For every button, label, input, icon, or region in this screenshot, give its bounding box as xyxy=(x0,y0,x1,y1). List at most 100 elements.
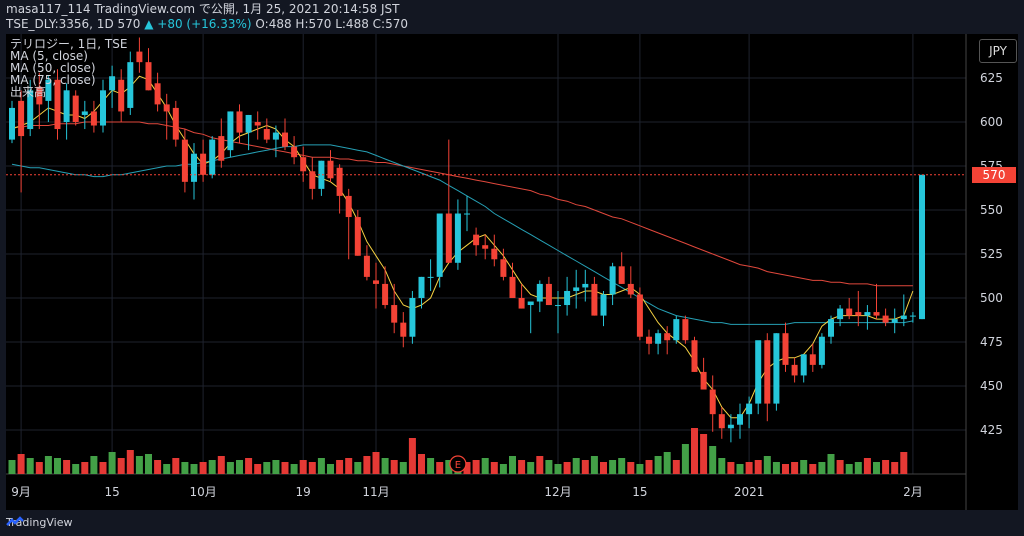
candle-body xyxy=(172,107,179,140)
volume-bar xyxy=(108,452,116,474)
volume-bar xyxy=(427,458,435,474)
volume-bar xyxy=(754,460,762,474)
candle-body xyxy=(919,174,925,320)
volume-bar xyxy=(763,456,771,474)
candle-body xyxy=(445,213,452,263)
volume-bar xyxy=(263,462,271,474)
price-chart[interactable]: 4254504755005255505756006259月1510月1911月1… xyxy=(6,34,1018,510)
volume-bar xyxy=(472,460,480,474)
volume-bar xyxy=(836,460,844,474)
volume-bar xyxy=(63,460,71,474)
volume-bar xyxy=(90,456,98,474)
candle-body xyxy=(518,298,525,309)
y-tick-label: 425 xyxy=(980,423,1003,437)
tradingview-brand[interactable]: TradingView xyxy=(6,516,72,529)
price-change: ▲ +80 (+16.33%) xyxy=(144,17,252,31)
candle-body xyxy=(81,111,88,115)
candle-body xyxy=(491,248,498,260)
candle-body xyxy=(764,340,771,404)
volume-bar xyxy=(199,462,207,474)
y-tick-label: 550 xyxy=(980,203,1003,217)
candle-body xyxy=(272,132,279,140)
candle-body xyxy=(818,336,825,365)
volume-bar xyxy=(700,434,708,474)
symbol-label: TSE_DLY:3356, 1D 570 xyxy=(6,17,141,31)
candle-body xyxy=(72,95,79,122)
volume-bar xyxy=(226,462,234,474)
candle-body xyxy=(582,283,589,288)
volume-bar xyxy=(436,462,444,474)
volume-bar xyxy=(308,462,316,474)
volume-bar xyxy=(363,456,371,474)
candle-body xyxy=(564,290,571,306)
volume-bar xyxy=(445,460,453,474)
candle-body xyxy=(837,308,844,320)
volume-bar xyxy=(145,454,152,474)
candle-body xyxy=(363,255,370,277)
earnings-marker-label: E xyxy=(455,460,461,471)
candle-body xyxy=(855,312,862,316)
candle-body xyxy=(682,319,689,341)
ohlc-values: O:488 H:570 L:488 C:570 xyxy=(255,17,408,31)
volume-bar xyxy=(281,462,289,474)
candle-body xyxy=(136,51,143,63)
candle-body xyxy=(891,319,898,323)
volume-bar xyxy=(345,458,353,474)
x-tick-label: 10月 xyxy=(189,485,216,499)
volume-bar xyxy=(618,458,626,474)
volume-bar xyxy=(372,452,380,474)
volume-bar xyxy=(645,460,653,474)
volume-bar xyxy=(217,456,225,474)
volume-bar xyxy=(536,456,544,474)
candle-body xyxy=(846,308,853,316)
candle-body xyxy=(755,340,762,404)
currency-button[interactable]: JPY xyxy=(979,39,1017,63)
y-tick-label: 625 xyxy=(980,71,1003,85)
volume-bar xyxy=(854,462,862,474)
chart-area[interactable]: 4254504755005255505756006259月1510月1911月1… xyxy=(6,34,1018,510)
x-tick-label: 19 xyxy=(296,485,311,499)
candle-body xyxy=(800,354,807,376)
volume-bar xyxy=(600,462,607,474)
candle-body xyxy=(427,276,434,278)
candle-body xyxy=(500,259,507,277)
legend-ma50[interactable]: MA (50, close) xyxy=(10,61,96,75)
volume-bar xyxy=(390,460,398,474)
chart-header: masa117_114 TradingView.com で公開, 1月 25, … xyxy=(0,0,1024,34)
candle-body xyxy=(163,104,170,112)
volume-bar xyxy=(663,452,671,474)
candle-body xyxy=(336,167,343,196)
volume-bar xyxy=(900,452,908,474)
volume-bar xyxy=(272,460,280,474)
candle-body xyxy=(436,213,443,277)
candle-body xyxy=(646,336,652,344)
x-tick-label: 15 xyxy=(104,485,119,499)
candle-body xyxy=(618,266,625,284)
candle-body xyxy=(300,157,307,172)
legend-ma5[interactable]: MA (5, close) xyxy=(10,49,88,63)
volume-bar xyxy=(772,462,780,474)
volume-bar xyxy=(154,460,162,474)
candle-body xyxy=(63,90,70,122)
volume-bar xyxy=(336,460,344,474)
candle-body xyxy=(409,298,416,337)
y-tick-label: 525 xyxy=(980,247,1003,261)
volume-bar xyxy=(254,464,262,474)
candle-body xyxy=(218,136,225,161)
volume-bar xyxy=(399,462,407,474)
legend-ma75[interactable]: MA (75, close) xyxy=(10,73,96,87)
candle-body xyxy=(673,319,680,341)
volume-bar xyxy=(563,462,571,474)
volume-bar xyxy=(818,462,826,474)
publish-info: masa117_114 TradingView.com で公開, 1月 25, … xyxy=(6,2,400,16)
candle-body xyxy=(473,234,480,246)
candle-body xyxy=(291,146,298,158)
candle-body xyxy=(536,283,543,302)
legend-volume[interactable]: 出来高 xyxy=(10,85,47,99)
candle-body xyxy=(400,322,407,337)
volume-bar xyxy=(17,454,25,474)
x-tick-label: 11月 xyxy=(362,485,389,499)
candle-body xyxy=(664,333,671,341)
volume-bar xyxy=(181,462,189,474)
candle-body xyxy=(318,160,325,189)
